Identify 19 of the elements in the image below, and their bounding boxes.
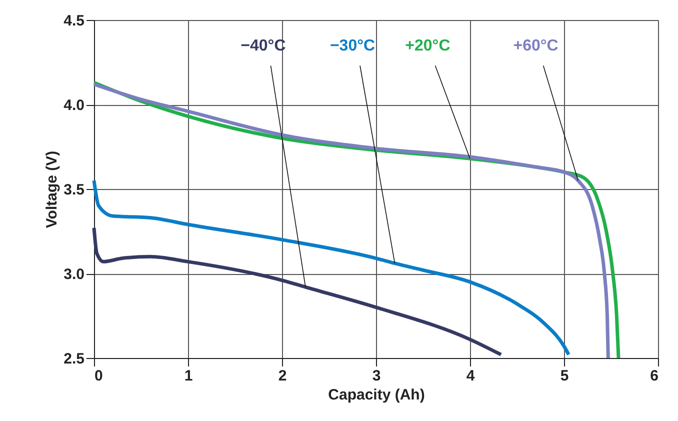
x-axis-title: Capacity (Ah) [328, 386, 425, 404]
y-axis-title: Voltage (V) [44, 150, 61, 228]
x-tick-label: 3 [372, 368, 381, 384]
y-tick-label: 3.0 [64, 266, 84, 283]
line-series [92, 178, 570, 356]
x-tick-label: 4 [466, 368, 476, 384]
x-tick-label: 5 [560, 368, 569, 384]
y-tick-label: 3.5 [64, 182, 84, 198]
text: +60°C [513, 37, 559, 54]
x-tick-label: 2 [278, 368, 287, 384]
x-tick-label: 0 [94, 368, 103, 384]
line-series [92, 226, 503, 356]
x-tick-label: 1 [184, 368, 193, 384]
y-tick-label: 4.5 [64, 12, 84, 30]
y-tick-label: 2.5 [64, 350, 84, 368]
x-tick-label: 6 [650, 368, 658, 384]
text: −30°C [330, 37, 376, 54]
text: +20°C [405, 37, 451, 54]
y-tick-label: 4.0 [64, 97, 84, 114]
